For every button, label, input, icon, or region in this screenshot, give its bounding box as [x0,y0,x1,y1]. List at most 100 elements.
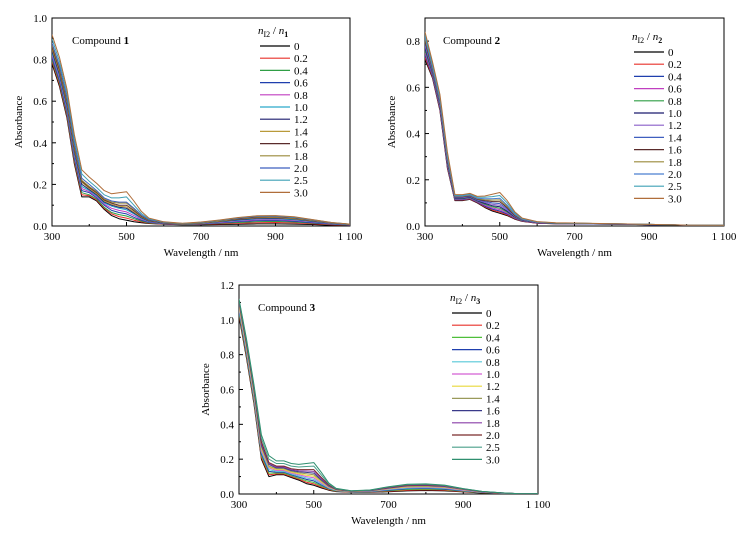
y-tick-label: 0.6 [406,82,420,94]
y-tick-label: 0.0 [220,489,234,501]
series-line-0.8 [52,55,350,226]
legend-label: 1.0 [294,102,308,114]
legend-label: 2.0 [486,430,500,442]
y-tick-label: 0.6 [220,385,234,397]
series-line-1.4 [52,49,350,225]
legend-label: 0 [486,308,492,320]
x-axis-label: Wavelength / nm [351,515,426,527]
legend-label: 1.4 [668,132,682,144]
series-line-1.0 [52,53,350,226]
y-tick-label: 0.4 [220,419,234,431]
legend-label: 0.2 [486,320,500,332]
legend-label: 0.4 [668,71,682,83]
x-tick-label: 700 [193,231,210,243]
legend-label: 1.8 [668,157,682,169]
y-tick-label: 0.0 [406,221,420,233]
legend-label: 2.5 [294,175,308,187]
y-tick-label: 0.0 [33,221,47,233]
x-tick-label: 300 [417,231,434,243]
x-tick-label: 900 [641,231,658,243]
legend-label: 2.0 [294,163,308,175]
series-line-1.2 [52,51,350,225]
chart-panel-3: 300 500 700 900 1 1000.00.20.40.60.81.01.2Wa… [200,280,551,527]
x-tick-label: 1 100 [712,231,737,243]
y-tick-label: 1.0 [220,315,234,327]
y-axis-label: Absorbance [13,96,25,149]
y-tick-label: 0.8 [406,36,420,48]
chart-panel-1: 300 500 700 900 1 1000.00.20.40.60.81.0Wavel… [13,13,363,259]
legend-label: 1.8 [294,151,308,163]
x-tick-label: 1 100 [338,231,363,243]
y-tick-label: 0.4 [406,129,420,141]
x-tick-label: 900 [455,499,472,511]
legend-title: nI2 / n2 [632,31,662,45]
legend-label: 1.4 [294,126,308,138]
y-tick-label: 0.2 [406,175,420,187]
y-tick-label: 0.2 [220,454,234,466]
legend-label: 0.6 [668,84,682,96]
legend-label: 1.0 [486,369,500,381]
x-tick-label: 300 [231,499,248,511]
legend-label: 3.0 [668,193,682,205]
x-tick-label: 500 [492,231,509,243]
chart-panel-2: 300 500 700 900 1 1000.00.20.40.60.8Waveleng… [386,17,737,259]
legend-label: 0.8 [486,357,500,369]
series-line-3.0 [425,31,724,226]
legend-label: 0.8 [294,90,308,102]
series-line-0.4 [52,59,350,226]
y-tick-label: 0.6 [33,96,47,108]
legend-label: 0.8 [668,96,682,108]
legend-label: 0 [668,47,674,59]
legend-label: 1.4 [486,393,500,405]
legend-label: 0.4 [294,65,308,77]
y-axis-label: Absorbance [386,96,398,149]
legend-title: nI2 / n3 [450,292,480,306]
x-axis-label: Wavelength / nm [537,247,612,259]
x-tick-label: 700 [380,499,397,511]
y-tick-label: 1.2 [220,280,234,292]
legend-label: 1.2 [294,114,308,126]
legend-label: 0 [294,41,300,53]
x-tick-label: 1 100 [526,499,551,511]
x-tick-label: 500 [118,231,135,243]
legend-label: 0.6 [486,345,500,357]
legend-label: 0.2 [294,53,308,65]
legend-label: 1.8 [486,418,500,430]
y-tick-label: 1.0 [33,13,47,25]
y-tick-label: 0.8 [33,55,47,67]
legend-label: 1.0 [668,108,682,120]
legend-label: 0.2 [668,59,682,71]
legend-label: 1.2 [668,120,682,132]
series-line-0.6 [52,57,350,226]
legend-label: 1.6 [486,406,500,418]
series-line-0.2 [52,61,350,226]
panel-title: Compound 2 [443,35,501,47]
legend-label: 0.6 [294,78,308,90]
legend-label: 2.5 [668,181,682,193]
legend-label: 2.5 [486,442,500,454]
legend-label: 1.2 [486,381,500,393]
x-tick-label: 900 [267,231,284,243]
legend-title: nI2 / n1 [258,25,288,39]
legend-label: 0.4 [486,332,500,344]
legend-label: 1.6 [294,139,308,151]
x-tick-label: 300 [44,231,61,243]
legend-label: 2.0 [668,169,682,181]
series-line-3.0 [52,34,350,225]
y-tick-label: 0.2 [33,179,47,191]
series-line-3.0 [239,298,538,494]
panel-title: Compound 3 [258,302,316,314]
legend-label: 3.0 [294,187,308,199]
y-tick-label: 0.4 [33,138,47,150]
legend-label: 1.6 [668,145,682,157]
panel-title: Compound 1 [72,35,129,47]
y-axis-label: Absorbance [200,363,212,416]
series-line-0 [52,63,350,226]
legend-label: 3.0 [486,454,500,466]
x-axis-label: Wavelength / nm [164,247,239,259]
x-tick-label: 500 [306,499,323,511]
x-tick-label: 700 [566,231,583,243]
y-tick-label: 0.8 [220,350,234,362]
